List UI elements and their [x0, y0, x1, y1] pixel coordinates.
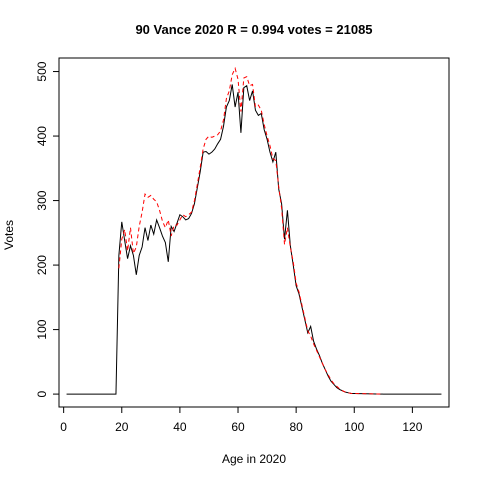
- y-tick-label: 300: [35, 190, 49, 210]
- x-tick-label: 20: [115, 420, 129, 434]
- series-line-dashed: [118, 66, 384, 395]
- x-tick-label: 100: [344, 420, 364, 434]
- series-layer: [66, 66, 442, 395]
- chart-title: 90 Vance 2020 R = 0.994 votes = 21085: [135, 22, 372, 37]
- x-tick-label: 80: [289, 420, 303, 434]
- y-tick-label: 100: [35, 319, 49, 339]
- x-axis-label: Age in 2020: [222, 452, 286, 466]
- y-tick-label: 0: [35, 390, 49, 397]
- y-axis: 0 100 200 300 400 500: [35, 61, 59, 397]
- y-tick-label: 400: [35, 126, 49, 146]
- x-axis: 0 20 40 60 80 100 120: [60, 407, 423, 434]
- x-tick-label: 60: [231, 420, 245, 434]
- y-tick-label: 500: [35, 61, 49, 81]
- plot-area: [58, 57, 450, 408]
- x-tick-label: 40: [173, 420, 187, 434]
- series-line-solid: [66, 84, 442, 395]
- x-tick-label: 120: [402, 420, 422, 434]
- plot-frame: [58, 57, 450, 408]
- y-tick-label: 200: [35, 255, 49, 275]
- y-axis-label: Votes: [2, 220, 16, 250]
- x-tick-label: 0: [60, 420, 67, 434]
